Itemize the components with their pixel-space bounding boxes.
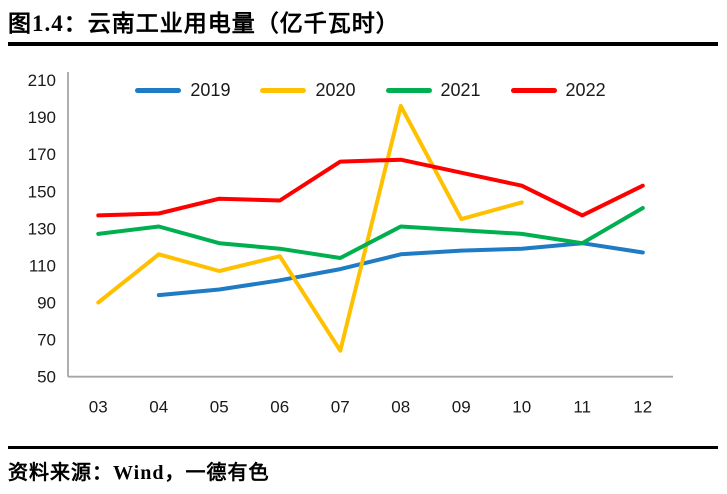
legend-label-2022: 2022 [565,79,606,100]
legend-item-2019: 2019 [135,80,230,101]
y-tick-label: 90 [37,294,56,313]
title-divider [8,42,718,46]
legend-swatch-2021 [385,87,432,93]
legend-swatch-2019 [135,87,182,93]
x-tick-label: 05 [210,398,229,417]
x-tick-label: 09 [452,398,471,417]
legend-label-2021: 2021 [440,79,481,100]
series-line-2020 [96,104,524,353]
y-tick-label: 50 [37,368,56,387]
source-note: 资料来源：Wind，一德有色 [8,462,270,484]
series-line-2019 [156,241,645,298]
y-tick-label: 210 [28,71,56,90]
legend-swatch-2020 [260,87,307,93]
legend-item-2021: 2021 [385,79,481,101]
source-divider [8,446,718,449]
y-tick-label: 110 [29,256,56,275]
x-tick-label: 10 [512,398,531,417]
x-tick-label: 06 [270,398,289,417]
x-tick-label: 11 [573,398,591,417]
x-tick-label: 12 [633,398,652,417]
line-chart: 210 190 170 150 130 110 90 70 50 03 04 05 06 07 08 09 10… [28,71,673,417]
y-tick-label: 190 [28,108,56,127]
legend-item-2022: 2022 [510,79,606,101]
legend-label-2019: 2019 [190,79,231,100]
legend-label-2020: 2020 [315,79,356,100]
legend-item-2020: 2020 [260,79,356,101]
series-line-2022 [96,157,645,218]
y-tick-label: 150 [28,182,56,201]
x-tick-label: 03 [89,398,108,417]
x-tick-label: 08 [391,398,410,417]
y-tick-label: 170 [28,145,56,164]
chart-title: 图1.4：云南工业用电量（亿千瓦时） [8,11,400,36]
x-tick-label: 07 [331,398,350,417]
y-tick-label: 70 [37,331,56,350]
series-line-2021 [96,206,645,260]
legend-swatch-2022 [510,87,557,93]
x-tick-label: 04 [149,398,168,417]
y-tick-label: 130 [28,219,56,238]
chart-legend: 2019 2020 2021 2022 [68,78,673,102]
